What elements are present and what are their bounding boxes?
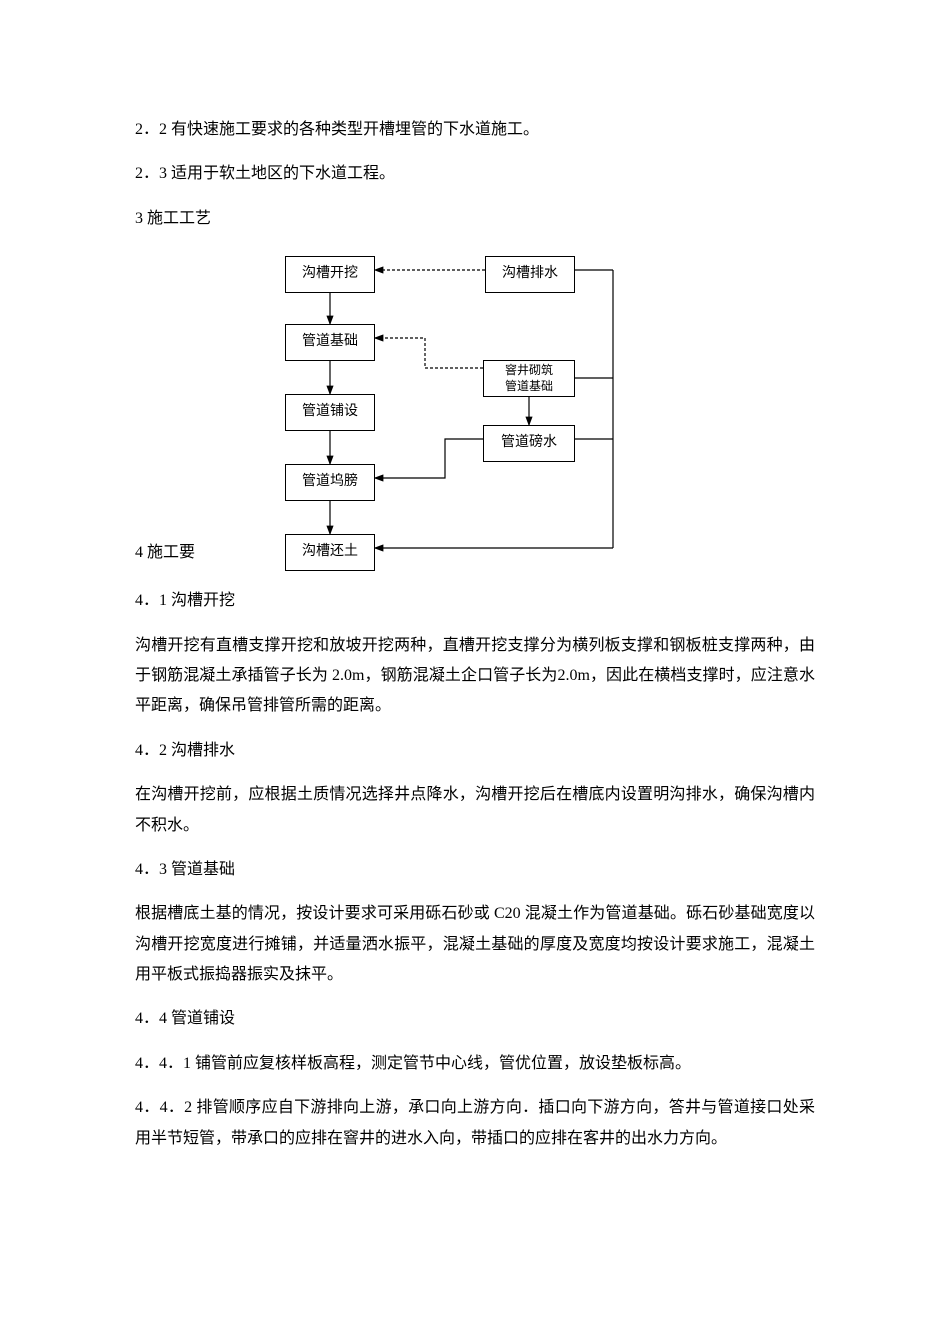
paragraph-4-4-2: 4．4．2 排管顺序应自下游排向上游，承口向上游方向．插口向下游方向，答井与管道… — [135, 1093, 815, 1154]
flow-box-laying: 管道铺设 — [285, 394, 375, 431]
paragraph-4-1: 沟槽开挖有直槽支撑开挖和放坡开挖两种，直槽开挖支撑分为横列板支撑和钢板桩支撑两种… — [135, 631, 815, 722]
heading-4-3: 4．3 管道基础 — [135, 855, 815, 885]
flowchart: 沟槽开挖 沟槽排水 管道基础 窨井砌筑 管道基础 管道铺设 管道磅水 管道坞膀 … — [205, 248, 645, 578]
flow-box-watertest: 管道磅水 — [483, 425, 575, 462]
flow-box-backfill: 沟槽还土 — [285, 534, 375, 571]
heading-4-4: 4．4 管道铺设 — [135, 1004, 815, 1034]
flow-box-manhole: 窨井砌筑 管道基础 — [483, 360, 575, 397]
heading-4-2: 4．2 沟槽排水 — [135, 736, 815, 766]
flowchart-arrows — [205, 248, 645, 578]
heading-4-1: 4．1 沟槽开挖 — [135, 586, 815, 616]
heading-4-prefix: 4 施工要 — [135, 538, 195, 568]
flow-box-haunch: 管道坞膀 — [285, 464, 375, 501]
flow-box-foundation: 管道基础 — [285, 324, 375, 361]
paragraph-2-2: 2．2 有快速施工要求的各种类型开槽埋管的下水道施工。 — [135, 115, 815, 145]
paragraph-4-3: 根据槽底土基的情况，按设计要求可采用砾石砂或 C20 混凝土作为管道基础。砾石砂… — [135, 899, 815, 990]
flow-box-drainage: 沟槽排水 — [485, 256, 575, 293]
paragraph-2-3: 2．3 适用于软土地区的下水道工程。 — [135, 159, 815, 189]
paragraph-4-2: 在沟槽开挖前，应根据土质情况选择井点降水，沟槽开挖后在槽底内设置明沟排水，确保沟… — [135, 780, 815, 841]
paragraph-4-4-1: 4．4．1 铺管前应复核样板高程，测定管节中心线，管优位置，放设垫板标高。 — [135, 1049, 815, 1079]
heading-3: 3 施工工艺 — [135, 204, 815, 234]
flow-box-excavation: 沟槽开挖 — [285, 256, 375, 293]
